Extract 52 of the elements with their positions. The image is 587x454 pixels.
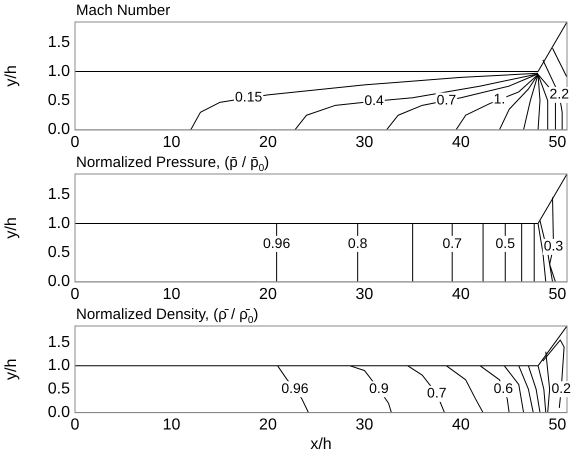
x-tick-label: 30 bbox=[356, 416, 374, 434]
y-tick-label: 1.0 bbox=[48, 214, 70, 232]
annotation: 0.9 bbox=[369, 380, 389, 396]
annotation: 0.96 bbox=[281, 380, 309, 396]
chart-title: Mach Number bbox=[76, 2, 170, 19]
y-tick-label: 0.5 bbox=[48, 92, 70, 110]
x-tick-label: 50 bbox=[548, 286, 566, 303]
y-tick-label: 0.5 bbox=[48, 380, 70, 398]
annotation: 0.15 bbox=[235, 88, 262, 105]
x-tick-label: 40 bbox=[452, 286, 470, 303]
x-tick-label: 30 bbox=[356, 134, 374, 151]
annotation: 0.7 bbox=[436, 92, 456, 108]
chart-title: Normalized Pressure, (p̄ / p̄$_{0}$) bbox=[76, 154, 270, 176]
annotation: 1. bbox=[494, 90, 506, 106]
y-tick-label: 0.0 bbox=[48, 273, 70, 290]
y-axis-title: y/h bbox=[3, 217, 20, 239]
x-tick-label: 0 bbox=[70, 134, 80, 151]
x-tick-label: 10 bbox=[162, 286, 180, 303]
y-tick-label: 1.5 bbox=[48, 334, 70, 351]
y-tick-label: 0.0 bbox=[48, 121, 70, 138]
x-tick-label: 50 bbox=[548, 134, 566, 151]
annotation: 0.6 bbox=[494, 380, 514, 396]
annotation: 0.96 bbox=[263, 234, 290, 251]
y-tick-label: 1.5 bbox=[48, 34, 70, 51]
x-tick-label: 20 bbox=[259, 286, 277, 303]
y-tick-label: 0.0 bbox=[48, 404, 70, 422]
x-tick-label: 10 bbox=[162, 134, 180, 151]
annotation: 2.2 bbox=[550, 86, 570, 102]
annotation: 0.7 bbox=[442, 234, 462, 251]
x-tick-label: 40 bbox=[452, 416, 470, 434]
y-axis-title: y/h bbox=[3, 358, 20, 380]
annotation: 0.5 bbox=[496, 234, 516, 251]
y-tick-label: 1.0 bbox=[48, 357, 70, 374]
y-tick-label: 0.5 bbox=[48, 244, 70, 262]
x-tick-label: 20 bbox=[259, 134, 277, 151]
chart-title: Normalized Density, (ρ̄ / ρ̄$_{0}$) bbox=[76, 306, 258, 328]
x-tick-label: 50 bbox=[548, 416, 566, 434]
annotation: 0.2 bbox=[551, 380, 572, 396]
annotation: 0.7 bbox=[427, 384, 447, 401]
x-tick-label: 40 bbox=[452, 134, 470, 151]
y-tick-label: 1.5 bbox=[48, 186, 70, 203]
x-tick-label: 20 bbox=[259, 416, 277, 434]
x-tick-label: 10 bbox=[162, 416, 180, 434]
y-tick-label: 1.0 bbox=[48, 62, 70, 80]
x-tick-label: 0 bbox=[70, 286, 80, 303]
x-axis-title: x/h bbox=[310, 436, 332, 453]
x-tick-label: 30 bbox=[356, 286, 374, 303]
annotation: 0.4 bbox=[364, 92, 384, 108]
annotation: 0.8 bbox=[348, 234, 368, 251]
y-axis-title: y/h bbox=[3, 65, 20, 87]
x-tick-label: 0 bbox=[70, 416, 80, 434]
annotation: 0.3 bbox=[544, 238, 564, 254]
